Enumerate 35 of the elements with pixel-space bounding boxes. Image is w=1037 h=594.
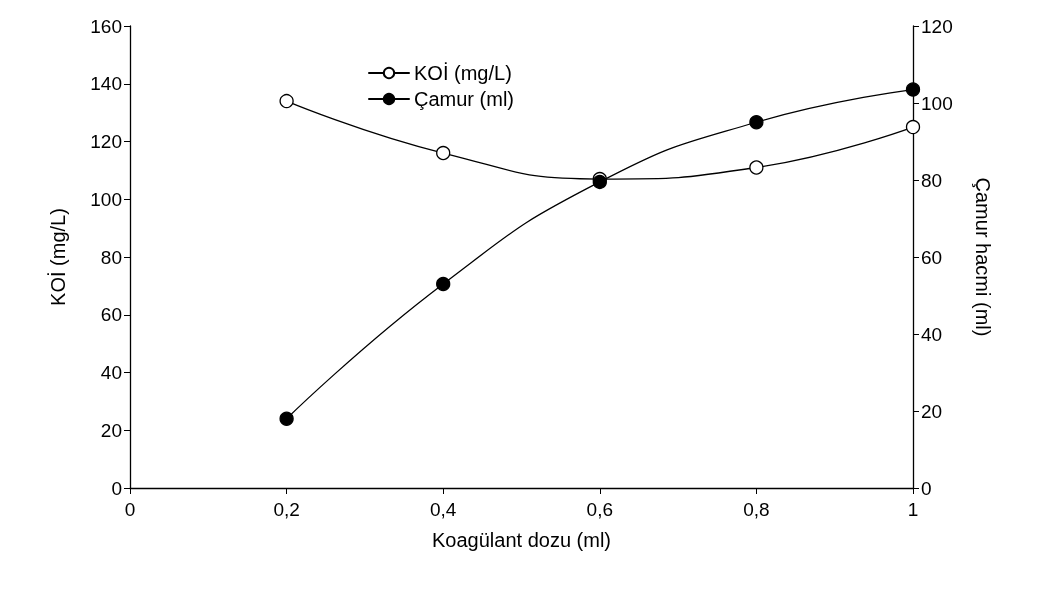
y-tick-label: 40: [100, 362, 122, 383]
point: [279, 411, 294, 426]
point: [905, 82, 921, 97]
y-tick-label: 160: [90, 15, 122, 37]
x-tick-label: 0,4: [429, 499, 457, 520]
y2-tick-label: 120: [921, 15, 953, 37]
y-tick-label: 140: [90, 73, 122, 95]
point: [279, 93, 294, 109]
point: [905, 119, 921, 135]
point: [436, 276, 451, 292]
y2-tick-label: 60: [921, 246, 943, 268]
y2-tick-label: 100: [921, 92, 953, 114]
x-tick-label: 0,8: [743, 499, 770, 520]
point: [749, 115, 764, 130]
y-tick-label: 120: [90, 131, 122, 152]
legend-label: KOİ (mg/L): [414, 62, 512, 84]
x-tick-label: 0,6: [586, 499, 614, 520]
y2-tick-label: 40: [921, 323, 943, 345]
y2-tick-label: 80: [921, 169, 943, 191]
y-tick-label: 60: [100, 304, 122, 326]
legend-label: Çamur (ml): [414, 88, 514, 110]
y2-tick-label: 0: [921, 477, 932, 499]
y-tick-label: 80: [100, 246, 122, 268]
y-tick-label: 100: [90, 188, 122, 210]
y2-axis-title: Çamur hacmi (ml): [972, 177, 994, 337]
y-axis-title: KOİ (mg/L): [47, 208, 69, 306]
x-tick-label: 1: [907, 499, 919, 520]
y-tick-label: 20: [100, 419, 122, 441]
y2-tick-label: 20: [921, 400, 943, 422]
x-tick-label: 0,2: [273, 499, 300, 520]
point: [436, 145, 451, 161]
x-axis-title: Koagülant dozu (ml): [432, 529, 611, 551]
y-tick-label: 0: [111, 477, 122, 499]
point: [749, 160, 764, 175]
x-tick-label: 0: [124, 499, 136, 520]
